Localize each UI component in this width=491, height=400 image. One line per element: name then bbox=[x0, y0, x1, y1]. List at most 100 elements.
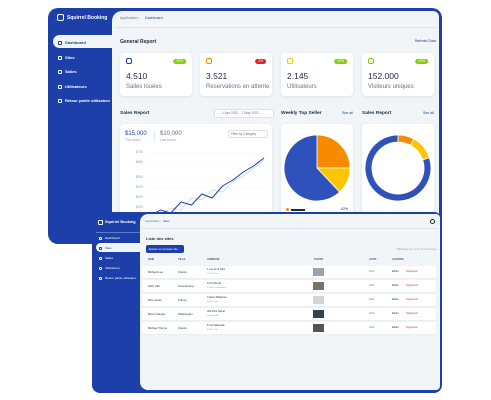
active-menu-bg bbox=[96, 243, 142, 252]
y-tick-label: $750 bbox=[135, 150, 143, 155]
stat-label: Utilisateurs bbox=[287, 84, 317, 90]
site-photo bbox=[313, 268, 324, 276]
stat-badge: 22% bbox=[415, 58, 428, 64]
delete-action[interactable]: Supprimer bbox=[406, 269, 418, 273]
site-photo bbox=[313, 310, 324, 318]
menu-icon bbox=[58, 55, 62, 60]
menu-item[interactable]: Utilisateurs bbox=[65, 84, 87, 89]
stat-value: 2.145 bbox=[287, 71, 309, 81]
menu-item[interactable]: Sites bbox=[65, 55, 75, 60]
site-status: Actif bbox=[369, 325, 375, 329]
this-month-label: This Month bbox=[125, 138, 141, 142]
delete-action[interactable]: Supprimer bbox=[406, 311, 418, 315]
section-title: Liste des sites bbox=[146, 236, 174, 241]
site-address: 400 Pine Street bbox=[207, 310, 225, 313]
filter-label: Filter by Category bbox=[231, 131, 257, 136]
edit-action[interactable]: Editer bbox=[392, 325, 399, 329]
logo-icon bbox=[98, 220, 103, 225]
menu-icon bbox=[99, 266, 102, 270]
edit-action[interactable]: Editer bbox=[392, 283, 399, 287]
divider bbox=[142, 228, 437, 229]
table-row bbox=[142, 266, 436, 278]
menu-icon bbox=[99, 276, 102, 280]
y-tick-label: $300 bbox=[135, 195, 143, 200]
stat-badge: 2% bbox=[255, 58, 266, 64]
y-tick-label: $200 bbox=[135, 205, 143, 210]
menu-item[interactable]: Salles bbox=[105, 256, 114, 260]
menu-item[interactable]: Salles bbox=[65, 69, 77, 74]
divider bbox=[96, 232, 140, 233]
menu-icon bbox=[58, 84, 62, 89]
site-address-line2: L-2449 Luxembourg bbox=[207, 286, 227, 289]
legend-value: 62% bbox=[341, 206, 348, 211]
stat-value: 4.510 bbox=[126, 71, 148, 81]
breadcrumb: Sites bbox=[163, 219, 170, 223]
divider bbox=[116, 27, 436, 28]
this-month-value: $15,000 bbox=[125, 131, 147, 137]
stat-icon bbox=[368, 58, 374, 64]
edit-action[interactable]: Editer bbox=[392, 297, 399, 301]
stat-label: Visiteurs uniques bbox=[368, 84, 414, 90]
active-menu-bg bbox=[53, 35, 115, 48]
table-row bbox=[142, 294, 436, 306]
site-address-line2: 69002 Lyon bbox=[207, 300, 219, 303]
site-city: Washington bbox=[178, 311, 193, 316]
site-city: France bbox=[178, 297, 187, 302]
stat-value: 152.000 bbox=[368, 71, 399, 81]
site-city: France bbox=[178, 325, 187, 330]
site-photo bbox=[313, 282, 324, 290]
settings-icon[interactable] bbox=[430, 219, 435, 224]
edit-action[interactable]: Editer bbox=[392, 269, 399, 273]
edit-action[interactable]: Editer bbox=[392, 311, 399, 315]
last-month-value: $10,000 bbox=[160, 131, 182, 137]
stat-badge: 33% bbox=[173, 58, 186, 64]
site-name: Richard Lee bbox=[148, 269, 164, 274]
menu-item[interactable]: Retour partie utilisateur bbox=[65, 98, 111, 103]
column-header: ADRESSE bbox=[207, 258, 220, 261]
filter-dropdown[interactable] bbox=[228, 130, 268, 138]
site-name: Michael Thorne bbox=[148, 325, 168, 330]
stat-icon bbox=[126, 58, 132, 64]
table-row bbox=[142, 322, 436, 334]
date-picker[interactable] bbox=[214, 109, 274, 118]
refresh-link[interactable]: Refresh Data bbox=[414, 39, 436, 43]
site-city: France bbox=[178, 269, 187, 274]
add-button-label[interactable]: Ajouter un nouveau site bbox=[148, 246, 178, 251]
add-button[interactable] bbox=[146, 245, 184, 253]
menu-item[interactable]: Utilisateurs bbox=[105, 266, 120, 270]
column-header: ACTIONS bbox=[392, 258, 404, 261]
stat-badge: 12% bbox=[334, 58, 347, 64]
delete-action[interactable]: Supprimer bbox=[406, 297, 418, 301]
breadcrumb-separator: › bbox=[160, 219, 161, 223]
site-photo bbox=[313, 296, 324, 304]
stat-icon bbox=[206, 58, 212, 64]
site-status: Actif bbox=[369, 269, 375, 273]
site-address: 12 bd Royal bbox=[207, 282, 221, 285]
delete-action[interactable]: Supprimer bbox=[406, 283, 418, 287]
menu-item[interactable]: Dashboard bbox=[105, 236, 120, 240]
menu-item[interactable]: Retour partie utilisateur bbox=[105, 276, 137, 280]
menu-item[interactable]: Sites bbox=[105, 246, 112, 250]
see-all-link[interactable]: See all bbox=[342, 111, 353, 115]
divider bbox=[154, 130, 155, 142]
y-tick-label: $500 bbox=[135, 175, 143, 180]
site-photo bbox=[313, 324, 324, 332]
column-header: PHOTO bbox=[314, 258, 324, 261]
site-address: 1 rue de la Paix bbox=[207, 268, 226, 271]
table-row bbox=[142, 280, 436, 292]
section-title: General Report bbox=[120, 39, 157, 45]
menu-icon bbox=[99, 236, 102, 240]
site-status: Actif bbox=[369, 311, 375, 315]
app-name: Squirrel Booking bbox=[105, 220, 136, 224]
see-all-link[interactable]: See all bbox=[423, 111, 434, 115]
y-tick-label: $650 bbox=[135, 160, 143, 165]
site-address-line2: 75002 Paris bbox=[207, 272, 219, 275]
stat-label: Salles louées bbox=[126, 84, 162, 90]
breadcrumb: Application bbox=[120, 16, 138, 20]
menu-item[interactable]: Dashboard bbox=[65, 40, 86, 45]
site-status: Actif bbox=[369, 297, 375, 301]
menu-icon bbox=[58, 40, 62, 45]
site-address: 8 rue Nationale bbox=[207, 324, 225, 327]
delete-action[interactable]: Supprimer bbox=[406, 325, 418, 329]
breadcrumb-separator: › bbox=[139, 16, 141, 20]
